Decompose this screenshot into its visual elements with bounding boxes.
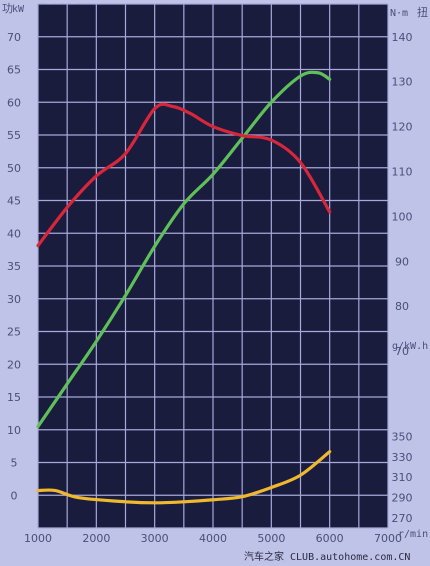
fuel-tick-label: 270 [392,512,413,525]
x-tick-label: 3000 [141,532,169,545]
left-tick-label: 65 [7,64,21,77]
torque-tick-label: 90 [395,255,409,268]
series-line-power [36,70,332,429]
torque-axis-title: 扭 [417,5,428,19]
x-tick-label: 6000 [316,532,344,545]
series-line-torque [36,102,332,248]
torque-tick-label: 120 [392,121,413,134]
left-tick-label: 20 [7,358,21,371]
torque-tick-label: 140 [392,31,413,44]
x-tick-label: 5000 [257,532,285,545]
left-tick-label: 70 [7,31,21,44]
left-tick-label: 25 [7,326,21,339]
watermark-text: 汽车之家 CLUB.autohome.com.CN [244,552,411,563]
x-tick-label: 7000 [374,532,402,545]
torque-tick-label: 80 [395,300,409,313]
left-tick-label: 50 [7,162,21,175]
left-tick-label: 30 [7,293,21,306]
left-axis-title: 功 [2,2,13,15]
left-tick-label: 60 [7,96,21,109]
torque-tick-label: 130 [392,76,413,89]
x-tick-label: 4000 [199,532,227,545]
left-tick-label: 55 [7,129,21,142]
x-axis-unit: r/min [398,529,428,540]
series-line-fuel_consumption [36,450,332,505]
x-tick-label: 1000 [24,532,52,545]
left-tick-label: 40 [7,227,21,240]
x-tick-label: 2000 [82,532,110,545]
fuel-axis-unit: g/kW.h [392,341,428,352]
torque-tick-label: 110 [392,165,413,178]
torque-tick-label: 100 [392,210,413,223]
torque-tick-label: 70 [395,345,409,358]
left-tick-label: 15 [7,391,21,404]
left-tick-label: 45 [7,195,21,208]
left-tick-label: 5 [11,457,18,470]
torque-axis-unit: N·m [390,8,408,19]
left-axis-unit: kW [12,4,25,15]
fuel-tick-label: 350 [392,430,413,443]
left-tick-label: 35 [7,260,21,273]
left-tick-label: 0 [11,489,18,502]
fuel-tick-label: 330 [392,451,413,464]
left-tick-label: 10 [7,424,21,437]
fuel-tick-label: 310 [392,471,413,484]
fuel-tick-label: 290 [392,492,413,505]
